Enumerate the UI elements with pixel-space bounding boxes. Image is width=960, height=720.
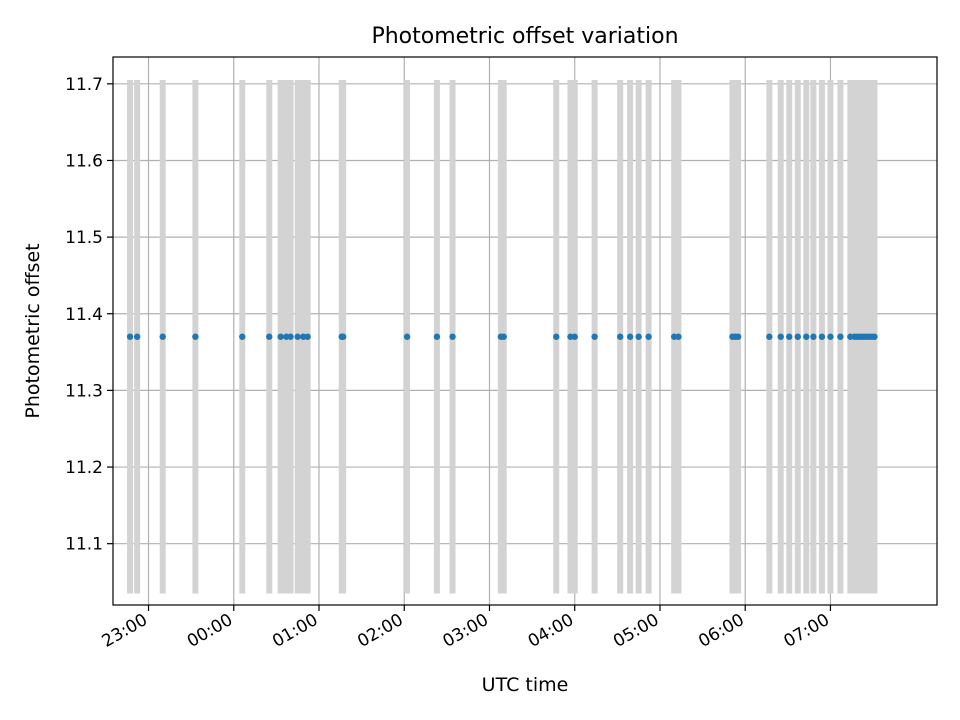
data-point bbox=[433, 333, 441, 340]
y-tick-label: 11.1 bbox=[65, 535, 103, 555]
data-point bbox=[818, 333, 826, 340]
data-point bbox=[645, 333, 652, 340]
chart-title: Photometric offset variation bbox=[371, 24, 678, 49]
data-point bbox=[192, 333, 199, 340]
x-tick-label: 02:00 bbox=[354, 610, 406, 652]
x-tick-label: 23:00 bbox=[99, 610, 151, 652]
data-point bbox=[810, 333, 817, 340]
x-tick-label: 04:00 bbox=[525, 610, 577, 652]
y-tick-label: 11.7 bbox=[65, 75, 103, 95]
x-tick-label: 00:00 bbox=[184, 610, 236, 652]
data-point bbox=[675, 333, 682, 340]
data-points bbox=[126, 333, 878, 340]
data-point bbox=[266, 333, 273, 340]
data-point bbox=[635, 333, 642, 340]
data-point bbox=[803, 333, 810, 340]
data-point bbox=[766, 333, 773, 340]
data-point bbox=[553, 333, 560, 340]
x-tick-label: 07:00 bbox=[781, 610, 833, 652]
x-tick-label: 01:00 bbox=[269, 610, 321, 652]
data-point bbox=[571, 333, 578, 340]
data-point bbox=[449, 333, 456, 340]
data-point bbox=[126, 333, 134, 340]
data-point bbox=[294, 333, 301, 340]
x-tick-label: 03:00 bbox=[440, 610, 492, 652]
data-point bbox=[827, 333, 834, 340]
data-point bbox=[277, 333, 284, 340]
data-point bbox=[734, 333, 742, 340]
data-point bbox=[616, 333, 624, 340]
y-axis-ticks: 11.1 11.2 11.3 11.4 11.5 11.6 11.7 bbox=[65, 75, 113, 555]
data-point bbox=[626, 333, 634, 340]
y-tick-label: 11.4 bbox=[65, 305, 103, 325]
x-axis-label: UTC time bbox=[482, 674, 569, 696]
data-point bbox=[304, 333, 311, 340]
y-axis-label: Photometric offset bbox=[22, 243, 44, 418]
data-point bbox=[591, 333, 598, 340]
y-tick-label: 11.5 bbox=[65, 228, 103, 248]
data-point bbox=[837, 333, 844, 340]
y-tick-label: 11.2 bbox=[65, 458, 103, 478]
data-point bbox=[777, 333, 784, 340]
data-point bbox=[786, 333, 793, 340]
y-tick-label: 11.6 bbox=[65, 151, 103, 171]
y-tick-label: 11.3 bbox=[65, 381, 103, 401]
x-tick-label: 05:00 bbox=[610, 610, 662, 652]
data-point bbox=[239, 333, 246, 340]
data-point bbox=[871, 333, 878, 340]
data-point bbox=[159, 333, 166, 340]
data-point bbox=[500, 333, 507, 340]
data-point bbox=[339, 333, 347, 340]
data-point bbox=[287, 333, 294, 340]
plot-frame bbox=[112, 56, 938, 606]
x-tick-label: 06:00 bbox=[695, 610, 747, 652]
x-axis-ticks: 23:00 00:00 01:00 02:00 03:00 04:00 05:00 06:00… bbox=[99, 605, 833, 652]
data-point bbox=[403, 333, 411, 340]
data-point bbox=[133, 333, 141, 340]
data-point bbox=[794, 333, 801, 340]
